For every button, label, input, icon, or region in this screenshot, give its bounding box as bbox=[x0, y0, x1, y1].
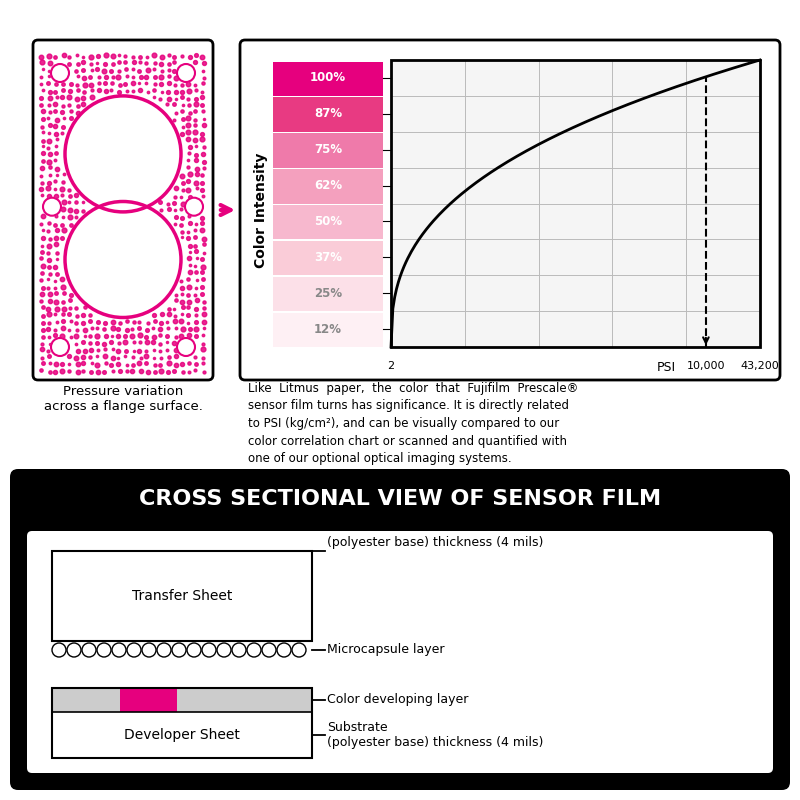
Circle shape bbox=[262, 643, 276, 657]
Text: 100%: 100% bbox=[310, 71, 346, 85]
Text: PSI: PSI bbox=[657, 361, 676, 374]
Bar bbox=[391, 60, 760, 347]
FancyBboxPatch shape bbox=[27, 531, 773, 773]
Circle shape bbox=[187, 643, 201, 657]
Bar bbox=[177, 688, 312, 712]
Text: Microcapsule layer: Microcapsule layer bbox=[327, 643, 445, 657]
Text: 10,000: 10,000 bbox=[686, 361, 725, 371]
Circle shape bbox=[247, 643, 261, 657]
Bar bbox=[273, 313, 383, 347]
Circle shape bbox=[82, 643, 96, 657]
Text: 62%: 62% bbox=[314, 179, 342, 192]
Text: Pressure variation
across a flange surface.: Pressure variation across a flange surfa… bbox=[43, 385, 202, 413]
FancyBboxPatch shape bbox=[240, 40, 780, 380]
Bar bbox=[273, 62, 383, 96]
Circle shape bbox=[43, 198, 61, 216]
Bar bbox=[52, 688, 312, 758]
Text: 87%: 87% bbox=[314, 107, 342, 120]
Circle shape bbox=[292, 643, 306, 657]
Text: 50%: 50% bbox=[314, 215, 342, 228]
Circle shape bbox=[112, 643, 126, 657]
Text: 25%: 25% bbox=[314, 286, 342, 300]
Text: Substrate
(polyester base) thickness (4 mils): Substrate (polyester base) thickness (4 … bbox=[327, 721, 543, 749]
Text: 75%: 75% bbox=[314, 143, 342, 156]
Bar bbox=[273, 277, 383, 311]
Text: Color Intensity: Color Intensity bbox=[254, 152, 268, 268]
Circle shape bbox=[172, 643, 186, 657]
Circle shape bbox=[202, 643, 216, 657]
Bar bbox=[273, 134, 383, 168]
Circle shape bbox=[51, 64, 69, 82]
Text: Transfer Sheet: Transfer Sheet bbox=[132, 589, 232, 603]
Bar bbox=[273, 241, 383, 275]
Circle shape bbox=[51, 338, 69, 356]
Bar bbox=[391, 60, 760, 347]
Circle shape bbox=[217, 643, 231, 657]
Text: 2: 2 bbox=[387, 361, 394, 371]
Text: Developer Sheet: Developer Sheet bbox=[124, 728, 240, 742]
Circle shape bbox=[65, 96, 181, 212]
Text: Color developing layer: Color developing layer bbox=[327, 694, 468, 706]
Circle shape bbox=[177, 64, 195, 82]
Text: Substrate
(polyester base) thickness (4 mils): Substrate (polyester base) thickness (4 … bbox=[327, 521, 543, 549]
Circle shape bbox=[157, 643, 171, 657]
Text: 12%: 12% bbox=[314, 322, 342, 335]
Bar bbox=[52, 688, 120, 712]
Circle shape bbox=[232, 643, 246, 657]
Circle shape bbox=[52, 643, 66, 657]
Circle shape bbox=[142, 643, 156, 657]
Circle shape bbox=[65, 202, 181, 318]
Text: Like  Litmus  paper,  the  color  that  Fujifilm  Prescale®
sensor film turns ha: Like Litmus paper, the color that Fujifi… bbox=[248, 382, 578, 465]
Text: 43,200: 43,200 bbox=[741, 361, 779, 371]
FancyBboxPatch shape bbox=[33, 40, 213, 380]
Circle shape bbox=[127, 643, 141, 657]
Text: CROSS SECTIONAL VIEW OF SENSOR FILM: CROSS SECTIONAL VIEW OF SENSOR FILM bbox=[139, 489, 661, 509]
Bar bbox=[120, 688, 177, 712]
Circle shape bbox=[185, 198, 203, 216]
Bar bbox=[273, 98, 383, 132]
Bar bbox=[273, 169, 383, 203]
Bar bbox=[52, 551, 312, 641]
Circle shape bbox=[97, 643, 111, 657]
Text: 37%: 37% bbox=[314, 251, 342, 264]
Bar bbox=[273, 205, 383, 239]
Circle shape bbox=[67, 643, 81, 657]
FancyBboxPatch shape bbox=[10, 469, 790, 790]
Circle shape bbox=[277, 643, 291, 657]
Circle shape bbox=[177, 338, 195, 356]
